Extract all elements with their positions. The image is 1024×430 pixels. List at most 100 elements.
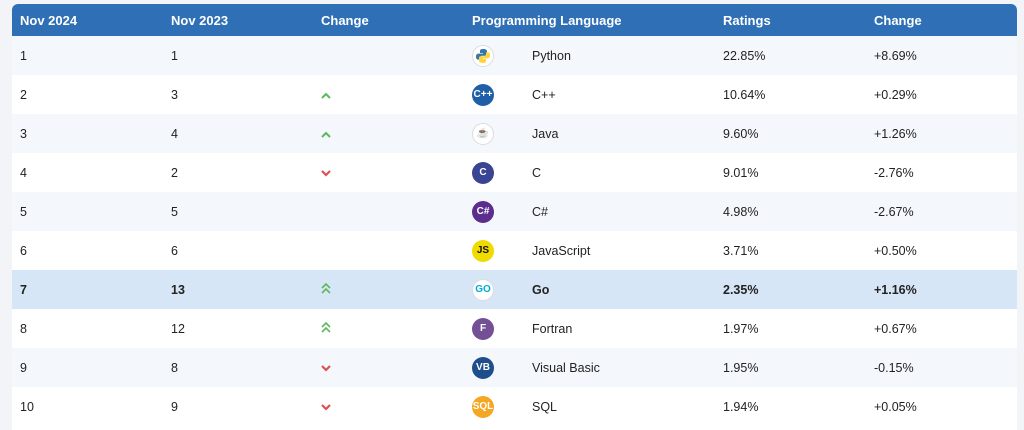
rating-value: 22.85%: [723, 48, 766, 63]
table-row[interactable]: 8 12 F Fortran 1.97% +0.67%: [12, 309, 1017, 348]
java-icon: ☕: [472, 122, 494, 145]
c-icon: C: [472, 161, 494, 184]
col-header-programming-language[interactable]: Programming Language: [472, 12, 622, 28]
arrow-up-icon: [321, 131, 341, 138]
rank-change-cell: [313, 309, 464, 348]
rank-change-cell: [313, 192, 464, 231]
language-name[interactable]: Go: [532, 282, 550, 297]
table-row[interactable]: 6 6 JS JavaScript 3.71% +0.50%: [12, 231, 1017, 270]
logo-text: ☕: [476, 128, 490, 139]
rank-nov-2023: 3: [171, 87, 178, 102]
go-icon: GO: [472, 278, 494, 301]
rating-value: 4.98%: [723, 204, 759, 219]
cpp-icon: C++: [472, 83, 494, 106]
rating-change-value: +0.29%: [874, 87, 917, 102]
logo-text: C#: [476, 206, 490, 217]
rank-change-cell: [313, 387, 464, 426]
language-name[interactable]: Java: [532, 126, 559, 141]
arrow-up-icon: [321, 92, 341, 99]
python-icon: [472, 44, 494, 67]
rating-change-value: -2.76%: [874, 165, 914, 180]
rank-nov-2024: 10: [20, 399, 34, 414]
logo-text: GO: [475, 284, 491, 295]
language-name[interactable]: Visual Basic: [532, 360, 600, 375]
rank-nov-2024: 8: [20, 321, 27, 336]
language-name[interactable]: JavaScript: [532, 243, 591, 258]
arrow-down-icon: [321, 169, 341, 177]
fortran-icon: F: [472, 317, 494, 340]
logo-text: VB: [476, 362, 490, 373]
rank-nov-2023: 1: [171, 48, 178, 63]
rating-change-value: +0.67%: [874, 321, 917, 336]
language-name[interactable]: Python: [532, 48, 571, 63]
rank-change-cell: [313, 153, 464, 192]
sql-icon: SQL: [472, 395, 494, 418]
rank-nov-2023: 12: [171, 321, 185, 336]
table-row[interactable]: 9 8 VB Visual Basic 1.95% -0.15%: [12, 348, 1017, 387]
rank-nov-2023: 13: [171, 282, 185, 297]
language-cell: GO Go: [464, 270, 715, 309]
rating-value: 10.64%: [723, 87, 766, 102]
rating-value: 3.71%: [723, 243, 759, 258]
rating-value: 1.95%: [723, 360, 759, 375]
col-header-nov-2023[interactable]: Nov 2023: [171, 12, 229, 28]
col-header-ratings[interactable]: Ratings: [723, 12, 771, 28]
rank-nov-2023: 5: [171, 204, 178, 219]
arrow-down-icon: [321, 403, 341, 411]
rank-change-cell: [313, 348, 464, 387]
double-arrow-up-icon: [321, 282, 341, 294]
language-name[interactable]: SQL: [532, 399, 558, 414]
rank-nov-2023: 8: [171, 360, 178, 375]
language-cell: ☕ Java: [464, 114, 715, 153]
table-row[interactable]: 4 2 C C 9.01% -2.76%: [12, 153, 1017, 192]
rating-value: 1.94%: [723, 399, 759, 414]
logo-text: F: [479, 323, 487, 334]
csharp-icon: C#: [472, 200, 494, 223]
language-cell: C++ C++: [464, 75, 715, 114]
rating-change-value: -2.67%: [874, 204, 914, 219]
table-header-row: Nov 2024 Nov 2023 Change Programming Lan…: [12, 4, 1017, 36]
language-name[interactable]: Fortran: [532, 321, 573, 336]
rating-change-value: +8.69%: [874, 48, 917, 63]
language-cell: Python: [464, 36, 715, 75]
rank-nov-2023: 4: [171, 126, 178, 141]
table-row[interactable]: 5 5 C# C# 4.98% -2.67%: [12, 192, 1017, 231]
rating-change-value: +1.16%: [874, 282, 917, 297]
arrow-down-icon: [321, 364, 341, 372]
rank-nov-2024: 1: [20, 48, 27, 63]
javascript-icon: JS: [472, 239, 494, 262]
rank-nov-2023: 2: [171, 165, 178, 180]
language-cell: VB Visual Basic: [464, 348, 715, 387]
language-cell: JS JavaScript: [464, 231, 715, 270]
rank-nov-2023: 9: [171, 399, 178, 414]
rank-change-cell: [313, 114, 464, 153]
col-header-rating-change[interactable]: Change: [874, 12, 922, 28]
visual-basic-icon: VB: [472, 356, 494, 379]
table-row[interactable]: 7 13 GO Go 2.35% +1.16%: [12, 270, 1017, 309]
language-name[interactable]: C: [532, 165, 542, 180]
rating-change-value: -0.15%: [874, 360, 914, 375]
table-row[interactable]: 10 9 SQL SQL 1.94% +0.05%: [12, 387, 1017, 426]
col-header-nov-2024[interactable]: Nov 2024: [20, 12, 78, 28]
language-name[interactable]: C++: [532, 87, 556, 102]
rank-change-cell: [313, 36, 464, 75]
double-arrow-up-icon: [321, 321, 341, 333]
language-ranking-table: Nov 2024 Nov 2023 Change Programming Lan…: [12, 4, 1017, 426]
rating-value: 9.60%: [723, 126, 759, 141]
table-row[interactable]: 1 1 Python 22.85% +8.69%: [12, 36, 1017, 75]
rank-nov-2024: 3: [20, 126, 27, 141]
language-name[interactable]: C#: [532, 204, 548, 219]
table-row[interactable]: 3 4 ☕ Java 9.60% +1.26%: [12, 114, 1017, 153]
logo-text: SQL: [472, 401, 494, 412]
rank-nov-2023: 6: [171, 243, 178, 258]
language-cell: F Fortran: [464, 309, 715, 348]
table-row[interactable]: 2 3 C++ C++ 10.64% +0.29%: [12, 75, 1017, 114]
language-cell: C# C#: [464, 192, 715, 231]
col-header-change[interactable]: Change: [321, 12, 369, 28]
table-body: 1 1 Python 22.85% +8.69% 2 3 C++ C++ 10.64% +0.29%…: [12, 36, 1017, 426]
rating-value: 2.35%: [723, 282, 759, 297]
python-icon-shape: [476, 48, 490, 63]
tiobe-ranking-table-container: Nov 2024 Nov 2023 Change Programming Lan…: [12, 4, 1017, 430]
rank-nov-2024: 6: [20, 243, 27, 258]
logo-text: JS: [476, 245, 490, 256]
